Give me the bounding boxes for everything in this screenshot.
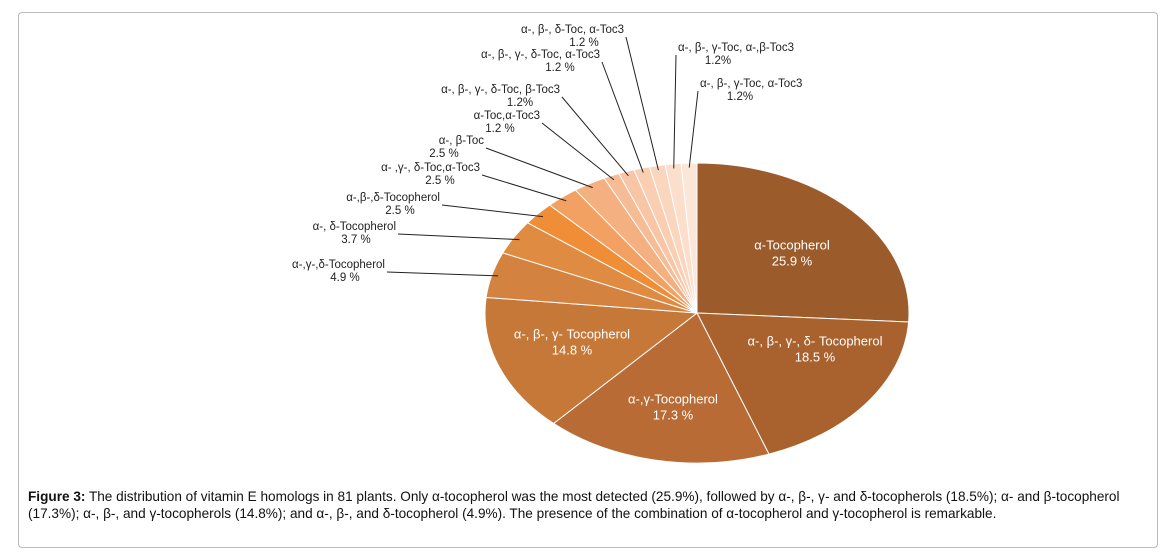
slice-label: α-, β-, γ-Toc, α-,β-Toc3 — [678, 42, 794, 54]
pie-slice — [680, 162, 698, 314]
slice-label: α-Tocopherol — [754, 237, 830, 252]
slice-value-label: 18.5 % — [795, 349, 836, 364]
pie-slice — [696, 312, 910, 455]
slice-value-label: 1.2% — [727, 91, 753, 103]
slice-value-label: 17.3 % — [653, 407, 694, 422]
slice-value-label: 1.2% — [705, 55, 731, 67]
slice-label: α-, β-Toc — [439, 135, 484, 147]
slice-value-label: 4.9 % — [330, 272, 359, 284]
slice-label: α-,β-,δ-Tocopherol — [346, 192, 440, 204]
slice-label: α-, β-, γ-Toc, α-Toc3 — [700, 78, 802, 90]
pie-slice — [484, 296, 699, 425]
slice-label: α- ,γ-, δ-Toc,α-Toc3 — [381, 162, 480, 174]
leader-line — [625, 36, 659, 171]
slice-value-label: 1.2% — [507, 97, 533, 109]
slice-value-label: 2.5 % — [429, 148, 458, 160]
slice-value-label: 14.8 % — [552, 342, 593, 357]
slice-value-label: 25.9 % — [772, 253, 813, 268]
caption: Figure 3: The distribution of vitamin E … — [28, 488, 1152, 522]
slice-value-label: 1.2 % — [485, 123, 514, 135]
caption-text: The distribution of vitamin E homologs i… — [28, 489, 1120, 521]
leader-line — [601, 61, 644, 173]
slice-label: α-, β-, δ-Toc, α-Toc3 — [521, 24, 624, 36]
leader-line — [673, 54, 677, 169]
leader-line — [541, 122, 615, 181]
slice-label: α-, β-, γ-, δ-Toc, β-Toc3 — [441, 84, 560, 96]
slice-label: α-, δ-Tocopherol — [313, 221, 396, 233]
figure-frame — [18, 12, 1158, 548]
slice-label: α-,γ-,δ-Tocopherol — [292, 259, 385, 271]
leader-line — [386, 271, 499, 277]
leader-line — [688, 90, 699, 168]
slice-label: α-, β-, γ-, δ-Toc, α-Toc3 — [481, 49, 600, 61]
pie-slice — [696, 162, 910, 323]
leader-line — [481, 174, 567, 202]
slice-label: α-, β-, γ-, δ- Tocopherol — [748, 333, 883, 348]
leader-line — [441, 204, 544, 218]
leader-line — [485, 147, 593, 189]
slice-label: α-,γ-Tocopherol — [628, 391, 718, 406]
slice-value-label: 2.5 % — [385, 205, 414, 217]
slice-label: α-Toc,α-Toc3 — [474, 110, 540, 122]
slice-value-label: 1.2 % — [569, 37, 598, 49]
slice-value-label: 2.5 % — [425, 175, 454, 187]
pie-slice — [552, 312, 770, 464]
slice-label: α-, β-, γ- Tocopherol — [514, 326, 630, 341]
leader-line — [397, 233, 520, 241]
slice-value-label: 1.2 % — [545, 62, 574, 74]
leader-line — [561, 96, 629, 177]
caption-label: Figure 3: — [28, 489, 86, 504]
slice-value-label: 3.7 % — [341, 234, 370, 246]
